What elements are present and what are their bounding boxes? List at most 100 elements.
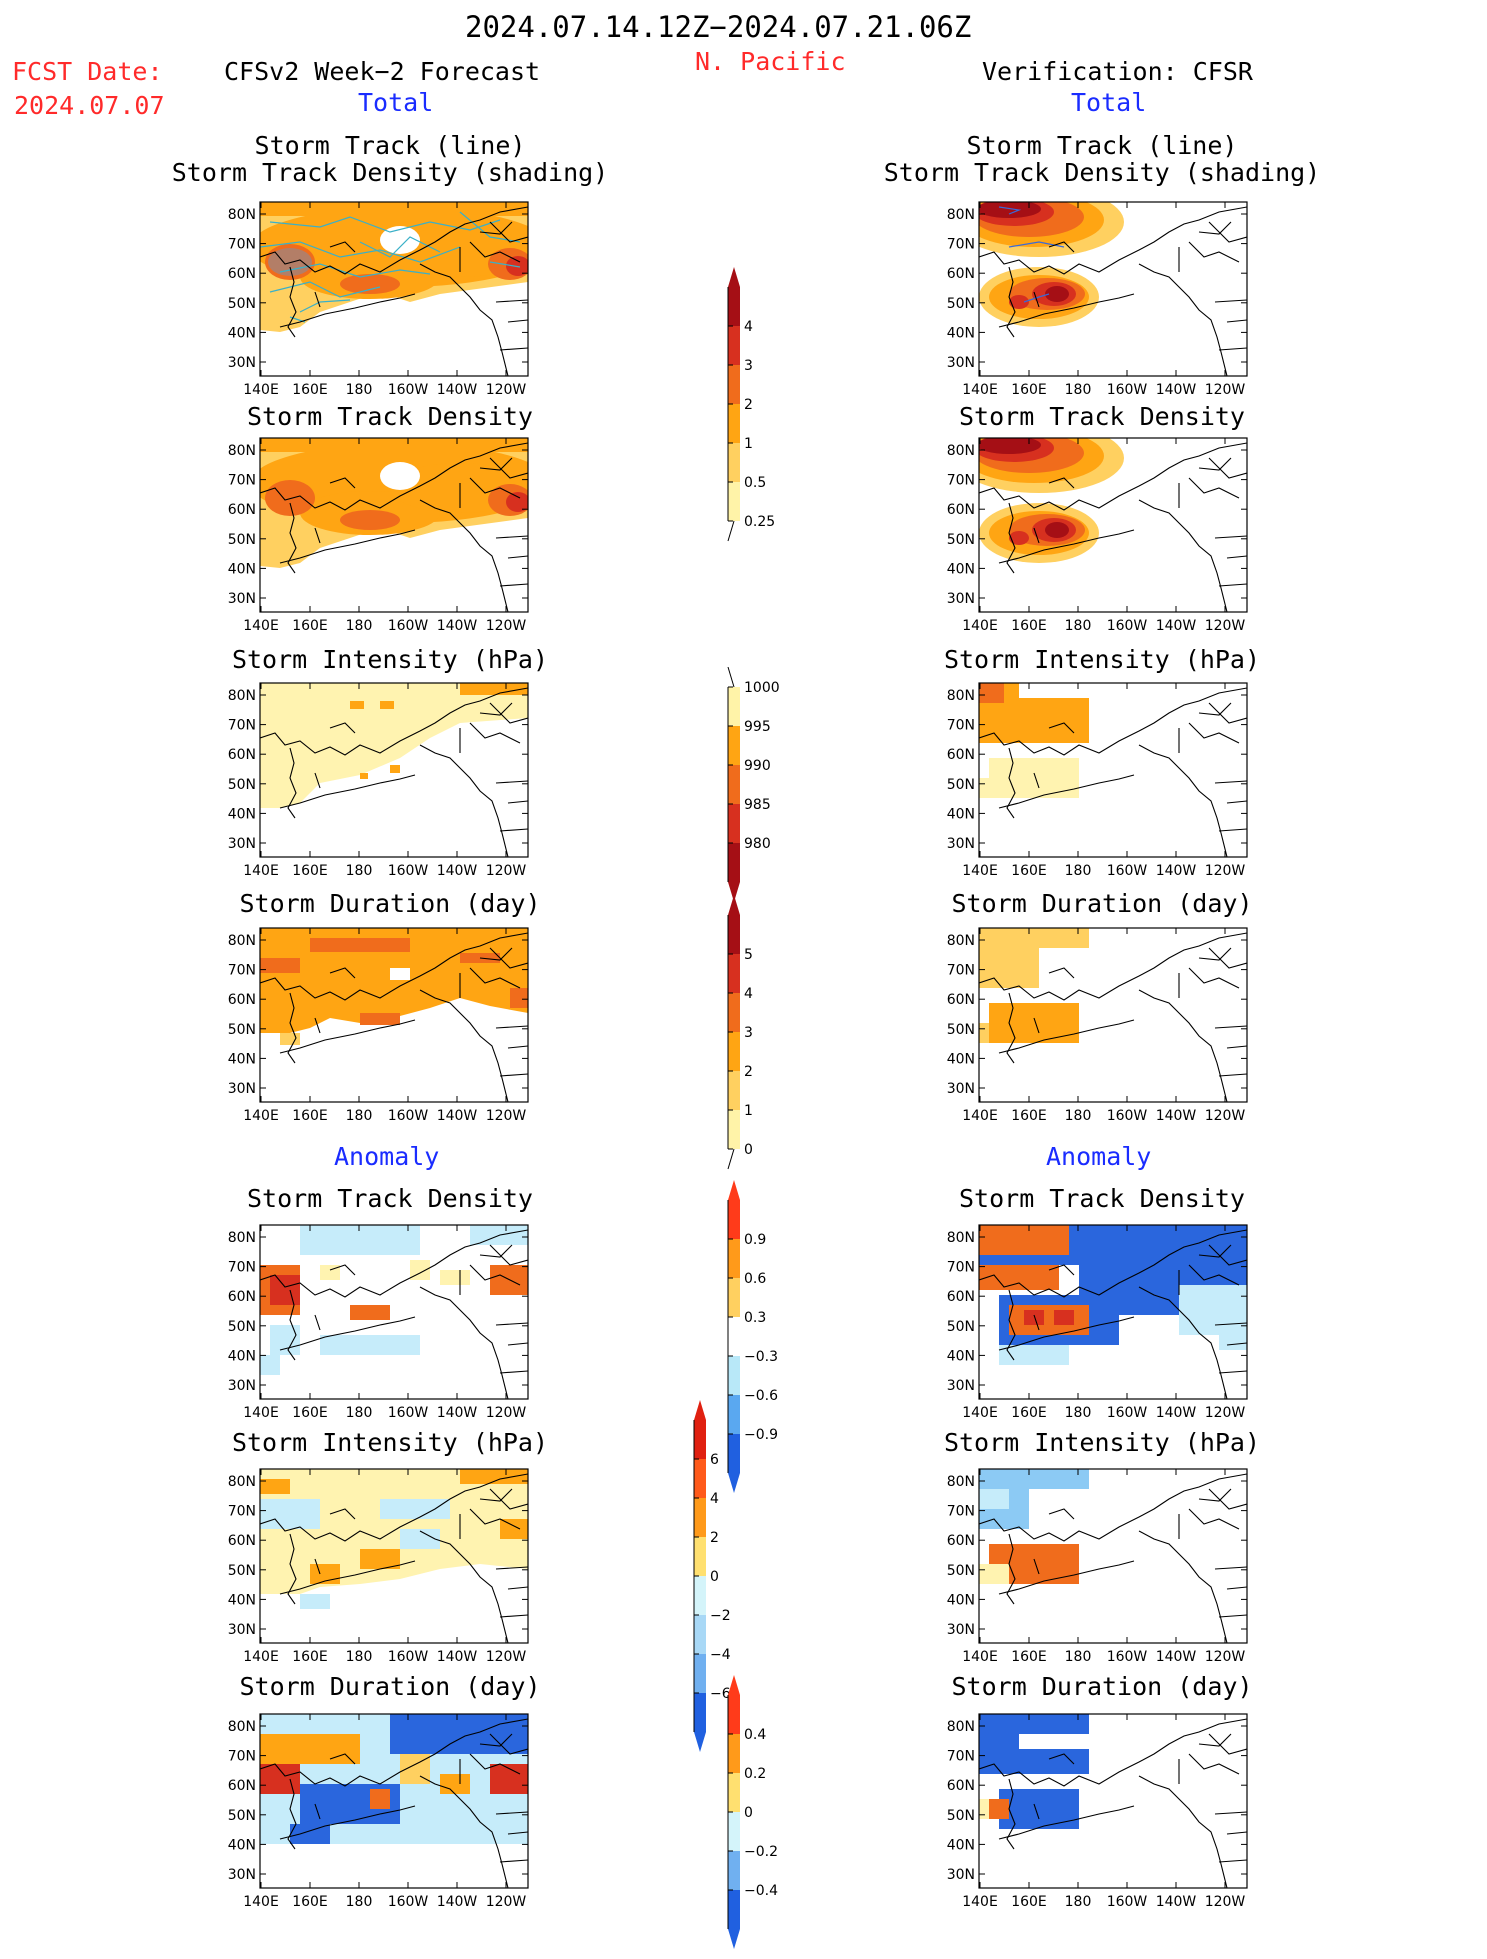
- lon-tick-label: 160W: [1107, 618, 1148, 632]
- lat-tick-label: 50N: [947, 532, 975, 548]
- title-r6-left: Storm Intensity (hPa): [231, 1428, 549, 1457]
- lon-tick-label: 160E: [292, 1894, 328, 1908]
- colorbar-label: −0.6: [744, 1388, 778, 1404]
- lat-tick-label: 30N: [947, 1081, 975, 1097]
- lat-tick-label: 40N: [228, 1051, 256, 1067]
- title-r2-right: Storm Track Density: [959, 402, 1245, 431]
- colorbar-label: 4: [744, 986, 753, 1002]
- lat-tick-label: 50N: [947, 1563, 975, 1579]
- lon-tick-label: 140W: [437, 1108, 478, 1122]
- lon-tick-label: 120W: [486, 1108, 527, 1122]
- colorbar-label: −2: [710, 1608, 731, 1624]
- lon-tick-label: 140E: [243, 1894, 279, 1908]
- lon-tick-label: 160W: [1107, 1108, 1148, 1122]
- lat-tick-label: 50N: [228, 1319, 256, 1335]
- map-panel-fdens: 80N 70N 60N 50N 40N 30N 140E 160E 180 160W 140W 120…: [228, 437, 529, 632]
- lat-tick-label: 80N: [228, 207, 256, 223]
- lat-tick-label: 40N: [228, 325, 256, 341]
- colorbar-label: 6: [710, 1452, 719, 1468]
- map-panel-oadur: 80N 70N 60N 50N 40N 30N 140E 160E 180 160W 140W 120…: [947, 1713, 1248, 1908]
- lat-tick-label: 60N: [947, 747, 975, 763]
- lat-tick-label: 60N: [228, 502, 256, 518]
- lat-tick-label: 40N: [947, 325, 975, 341]
- lon-tick-label: 160W: [388, 1894, 429, 1908]
- colorbar-label: 1: [744, 436, 753, 452]
- lat-tick-label: 60N: [947, 1289, 975, 1305]
- lon-tick-label: 180: [346, 1894, 373, 1908]
- lat-tick-label: 70N: [947, 473, 975, 489]
- lat-tick-label: 50N: [228, 296, 256, 312]
- title-r5-left: Storm Track Density: [247, 1184, 533, 1213]
- colorbar-anom-density: 0.9 0.6 0.3 −0.3 −0.6 −0.9: [727, 1180, 778, 1493]
- lon-tick-label: 160W: [388, 1649, 429, 1663]
- lat-tick-label: 80N: [947, 688, 975, 704]
- lat-tick-label: 70N: [228, 1504, 256, 1520]
- lat-tick-label: 30N: [228, 836, 256, 852]
- lat-tick-label: 80N: [947, 933, 975, 949]
- lat-tick-label: 30N: [947, 1622, 975, 1638]
- lon-tick-label: 160E: [1011, 863, 1047, 877]
- colorbar-label: 2: [744, 1064, 753, 1080]
- map-panel-odens: 80N 70N 60N 50N 40N 30N 140E 160E 180 160W 140W 120…: [947, 437, 1248, 632]
- colorbar-label: 0.3: [744, 1310, 766, 1326]
- fcst-date-value: 2024.07.07: [14, 91, 165, 120]
- right-total-label: Total: [1071, 88, 1147, 117]
- lat-tick-label: 80N: [228, 688, 256, 704]
- lat-tick-label: 70N: [228, 1260, 256, 1276]
- lon-tick-label: 140W: [1156, 863, 1197, 877]
- lat-tick-label: 60N: [228, 992, 256, 1008]
- colorbar-label: 0.5: [744, 475, 766, 491]
- lon-tick-label: 160W: [1107, 1405, 1148, 1419]
- lon-tick-label: 160E: [1011, 382, 1047, 396]
- lat-tick-label: 60N: [228, 747, 256, 763]
- lat-tick-label: 30N: [228, 1867, 256, 1883]
- left-anomaly-label: Anomaly: [334, 1142, 440, 1171]
- lon-tick-label: 160E: [1011, 618, 1047, 632]
- lon-tick-label: 140E: [962, 1108, 998, 1122]
- title-line1: Storm Track (line): [966, 131, 1238, 160]
- lat-tick-label: 50N: [947, 1319, 975, 1335]
- lon-tick-label: 140E: [243, 1108, 279, 1122]
- lat-tick-label: 80N: [228, 933, 256, 949]
- lat-tick-label: 70N: [228, 718, 256, 734]
- lon-tick-label: 180: [1065, 1649, 1092, 1663]
- date-range-title: 2024.07.14.12Z−2024.07.21.06Z: [465, 10, 972, 44]
- lon-tick-label: 160W: [388, 1405, 429, 1419]
- title-r4-left: Storm Duration (day): [239, 889, 541, 918]
- map-panel-fadur: 80N 70N 60N 50N 40N 30N 140E 160E 180 160W 140W 120…: [228, 1713, 529, 1908]
- lat-tick-label: 30N: [228, 1081, 256, 1097]
- colorbar-label: 2: [744, 397, 753, 413]
- lon-tick-label: 140E: [962, 1894, 998, 1908]
- lon-tick-label: 160E: [292, 1108, 328, 1122]
- title-r5-right: Storm Track Density: [959, 1184, 1245, 1213]
- colorbar-label: 3: [744, 358, 753, 374]
- colorbar-anom-duration: 0.4 0.2 0 −0.2 −0.4: [727, 1675, 778, 1949]
- lon-tick-label: 140W: [1156, 618, 1197, 632]
- lon-tick-label: 140E: [243, 1405, 279, 1419]
- lon-tick-label: 180: [1065, 1405, 1092, 1419]
- lon-tick-label: 160W: [1107, 382, 1148, 396]
- region-title: N. Pacific: [695, 47, 846, 76]
- lon-tick-label: 160E: [292, 1649, 328, 1663]
- lon-tick-label: 140E: [243, 1649, 279, 1663]
- lat-tick-label: 70N: [947, 963, 975, 979]
- lon-tick-label: 120W: [1205, 863, 1246, 877]
- lon-tick-label: 160E: [1011, 1405, 1047, 1419]
- lat-tick-label: 40N: [947, 1051, 975, 1067]
- title-r3-left: Storm Intensity (hPa): [231, 645, 549, 674]
- lat-tick-label: 70N: [228, 473, 256, 489]
- lon-tick-label: 120W: [486, 863, 527, 877]
- lat-tick-label: 60N: [947, 266, 975, 282]
- colorbar-label: −0.9: [744, 1427, 778, 1443]
- fcst-date-label: FCST Date:: [12, 57, 163, 86]
- lon-tick-label: 140E: [243, 863, 279, 877]
- lon-tick-label: 180: [346, 618, 373, 632]
- lat-tick-label: 30N: [947, 1867, 975, 1883]
- lat-tick-label: 50N: [228, 1022, 256, 1038]
- lon-tick-label: 140E: [962, 382, 998, 396]
- lon-tick-label: 160W: [1107, 1649, 1148, 1663]
- lon-tick-label: 160E: [292, 382, 328, 396]
- title-line2: Storm Track Density (shading): [883, 158, 1321, 187]
- lon-tick-label: 140W: [437, 1405, 478, 1419]
- colorbar-label: 0.2: [744, 1766, 766, 1782]
